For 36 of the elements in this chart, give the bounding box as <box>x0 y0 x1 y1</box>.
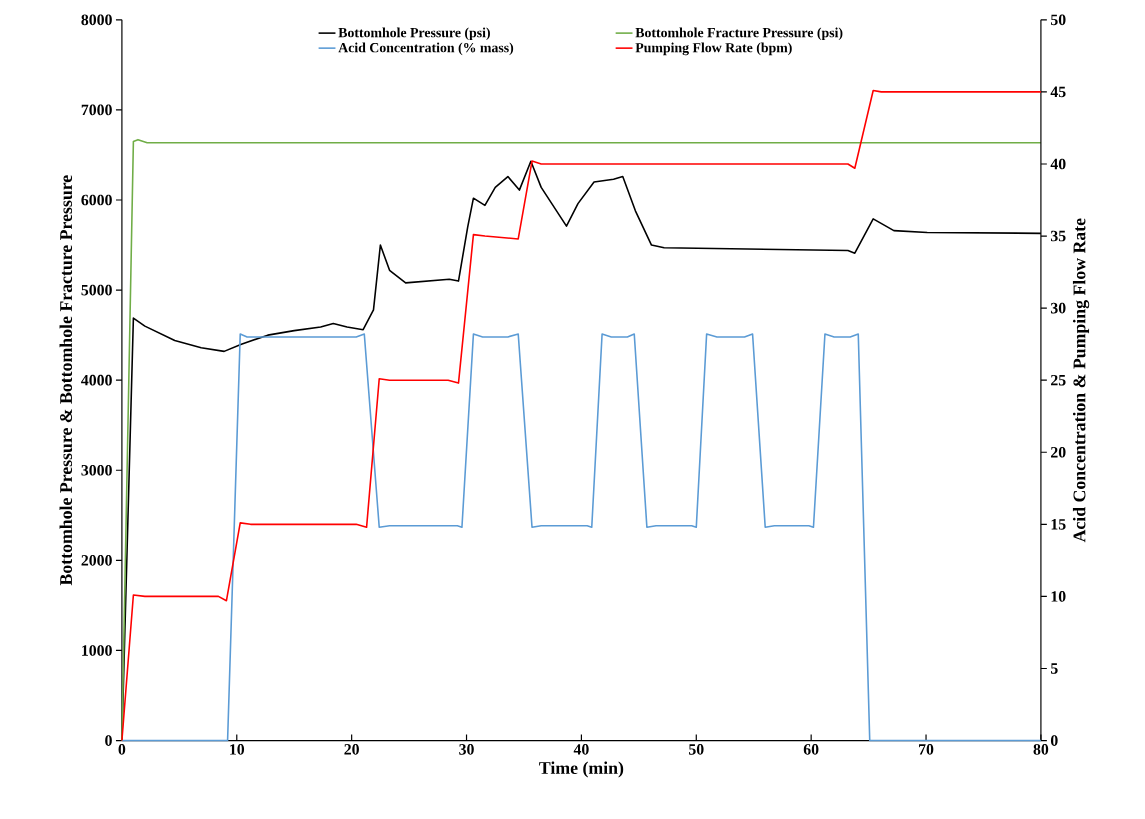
y-tick-label: 7000 <box>81 104 112 116</box>
y2-tick-label: 25 <box>1051 374 1066 386</box>
y-tick-label: 5000 <box>81 284 112 296</box>
y2-tick-label: 30 <box>1050 302 1066 314</box>
y2-tick-label: 10 <box>1051 591 1066 602</box>
y2-tick-label: 45 <box>1050 86 1066 98</box>
x-tick-label: 50 <box>689 744 704 755</box>
y-axis-title: Bottomhole Pressure & Bottomhole Fracture Pressure <box>59 175 73 586</box>
legend-label: Bottomhole Fracture Pressure (psi) <box>635 27 843 41</box>
y2-tick-label: 5 <box>1050 663 1058 674</box>
x-axis-title: Time (min) <box>539 761 624 778</box>
legend-label: Pumping Flow Rate (bpm) <box>635 42 792 56</box>
x-tick-label: 10 <box>230 744 245 755</box>
x-tick-label: 40 <box>573 744 589 755</box>
y-tick-label: 2000 <box>81 555 112 566</box>
y2-tick-label: 35 <box>1050 230 1066 242</box>
y-tick-label: 4000 <box>81 374 112 386</box>
x-tick-label: 30 <box>459 744 474 755</box>
legend-label: Bottomhole Pressure (psi) <box>338 27 490 41</box>
y2-tick-label: 40 <box>1050 158 1066 170</box>
y-tick-label: 0 <box>105 735 112 746</box>
y2-tick-label: 20 <box>1051 447 1066 458</box>
x-tick-label: 0 <box>118 744 126 755</box>
y2-axis-title: Acid Concentration & Pumping Flow Rate <box>1072 218 1090 543</box>
y2-tick-label: 15 <box>1051 519 1066 530</box>
x-tick-label: 60 <box>803 744 819 755</box>
x-tick-label: 70 <box>919 744 934 755</box>
y2-tick-label: 0 <box>1050 735 1058 746</box>
x-tick-label: 80 <box>1033 744 1049 755</box>
y2-tick-label: 50 <box>1050 14 1066 26</box>
y-tick-label: 1000 <box>82 645 112 656</box>
legend-label: Acid Concentration (% mass) <box>338 42 514 56</box>
y-tick-label: 3000 <box>81 465 112 476</box>
x-tick-label: 20 <box>344 744 359 755</box>
y-tick-label: 8000 <box>81 14 112 26</box>
y-tick-label: 6000 <box>81 194 112 206</box>
